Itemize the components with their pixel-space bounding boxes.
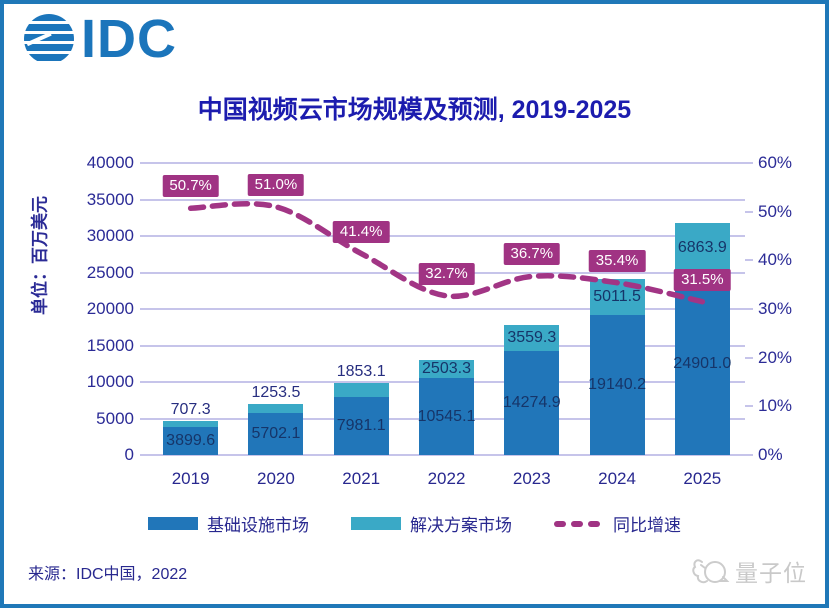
bar-value-label-solution: 5011.5 <box>593 287 641 305</box>
bar-value-label-infrastructure: 3899.6 <box>166 431 216 449</box>
legend-label: 解决方案市场 <box>410 516 512 535</box>
bar-segment-infrastructure <box>504 350 560 455</box>
legend-item-infrastructure: 基础设施市场 <box>148 511 309 536</box>
gridline <box>140 162 745 164</box>
idc-logo-text: IDC <box>81 9 177 69</box>
x-axis-label: 2022 <box>427 469 466 488</box>
bar-segment-solution <box>674 223 730 274</box>
bar-value-label-infrastructure: 7981.1 <box>336 416 386 434</box>
legend-label: 基础设施市场 <box>207 516 309 535</box>
secondary-axis-tick-label: 10% <box>758 396 793 416</box>
legend: 基础设施市场 解决方案市场 同比增速 <box>148 511 681 536</box>
bar-segment-infrastructure <box>589 315 645 455</box>
source-note: 来源：IDC中国，2022 <box>28 566 188 583</box>
bar-segment-solution <box>419 359 474 378</box>
x-axis-label: 2019 <box>171 469 210 488</box>
qbitai-watermark: 量子位 <box>692 554 807 588</box>
x-axis-label: 2024 <box>598 469 636 488</box>
legend-item-growth: 同比增速 <box>554 511 681 536</box>
y-axis-tick-label: 5000 <box>96 408 134 428</box>
growth-line-path <box>187 200 706 305</box>
bar-value-label-infrastructure: 10545.1 <box>417 407 476 425</box>
secondary-axis-tick-label: 60% <box>758 153 793 172</box>
growth-label-box: 36.7% <box>503 243 561 266</box>
growth-label-box: 50.7% <box>162 175 219 198</box>
y-axis-tick-label: 20000 <box>86 299 134 318</box>
gridline <box>140 198 745 201</box>
bar-value-label-solution: 3559.3 <box>507 328 557 346</box>
growth-label-box: 51.0% <box>247 173 305 196</box>
bar-value-label-infrastructure: 19140.2 <box>588 376 646 394</box>
chart-title: 中国视频云市场规模及预测, 2019-2025 <box>197 96 632 124</box>
growth-label-box: 31.5% <box>674 268 731 291</box>
bar-segment-infrastructure <box>163 426 219 455</box>
bar-value-label-solution: 1253.5 <box>251 384 301 402</box>
right-tick-mark <box>745 454 753 456</box>
gridline <box>140 308 745 310</box>
bar-value-label-infrastructure: 5702.1 <box>251 425 301 443</box>
idc-logo: IDC <box>24 9 177 69</box>
bar-segment-solution <box>248 404 304 414</box>
idc-globe-icon <box>24 14 74 64</box>
x-axis-label: 2025 <box>683 469 722 488</box>
bar-value-label-infrastructure: 14274.9 <box>502 393 561 411</box>
x-axis-label: 2023 <box>512 469 551 488</box>
y-axis-tick-label: 40000 <box>86 153 134 172</box>
right-tick-mark <box>745 308 753 310</box>
growth-label-box: 35.4% <box>588 249 646 272</box>
x-axis-label: 2021 <box>342 469 381 488</box>
secondary-axis-tick-label: 30% <box>758 299 793 318</box>
bar-value-label-solution: 2503.3 <box>422 359 471 377</box>
bar-value-label-solution: 1853.1 <box>336 363 386 381</box>
growth-label-box: 41.4% <box>332 220 390 243</box>
gridline <box>140 454 745 456</box>
growth-label-box: 32.7% <box>418 262 475 285</box>
bar-segment-solution <box>504 324 560 351</box>
gridline <box>140 235 745 237</box>
x-axis-label: 2020 <box>257 469 295 488</box>
y-axis-tick-label: 35000 <box>86 189 134 209</box>
secondary-axis-tick-label: 0% <box>758 445 783 464</box>
bar-segment-solution <box>333 383 389 397</box>
secondary-axis-tick-label: 40% <box>758 250 793 270</box>
bar-value-label-infrastructure: 24901.0 <box>673 355 732 373</box>
y-axis-title: 单位：百万美元 <box>30 196 50 315</box>
bar-segment-infrastructure <box>248 413 304 455</box>
right-tick-mark <box>745 210 753 213</box>
secondary-axis-tick-label: 20% <box>758 347 793 367</box>
legend-dash-icon <box>554 520 604 527</box>
y-axis-tick-label: 25000 <box>86 262 134 282</box>
bar-segment-infrastructure <box>333 396 389 455</box>
right-tick-mark <box>745 356 753 359</box>
bar-segment-solution <box>163 421 219 427</box>
legend-swatch-icon <box>148 517 198 530</box>
gridline <box>140 344 745 347</box>
legend-item-solution: 解决方案市场 <box>351 511 512 536</box>
bar-segment-infrastructure <box>419 378 474 455</box>
legend-label: 同比增速 <box>613 516 681 535</box>
growth-line <box>187 200 706 305</box>
y-axis-tick-label: 30000 <box>86 226 134 245</box>
bar-value-label-solution: 707.3 <box>170 401 211 419</box>
right-tick-mark <box>745 162 753 164</box>
right-tick-mark <box>745 259 753 262</box>
qbitai-bird-icon <box>692 559 730 584</box>
bar-value-label-solution: 6863.9 <box>677 239 727 257</box>
secondary-axis-tick-label: 50% <box>758 201 793 221</box>
right-tick-mark <box>745 405 753 408</box>
watermark-text: 量子位 <box>735 560 807 586</box>
y-axis-tick-label: 15000 <box>86 335 134 355</box>
y-axis-tick-label: 0 <box>124 445 134 464</box>
y-axis-tick-label: 10000 <box>86 372 134 391</box>
legend-swatch-icon <box>351 517 401 530</box>
